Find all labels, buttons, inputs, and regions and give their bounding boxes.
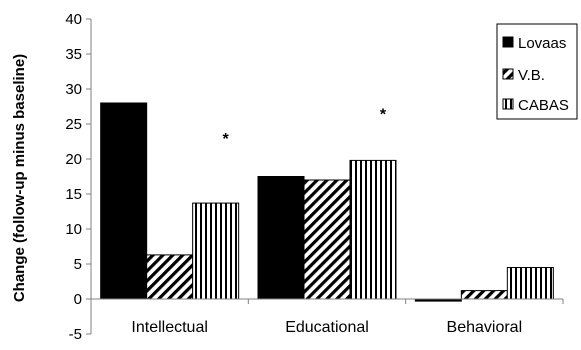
- y-tick-label: 5: [74, 256, 82, 273]
- bar-v-b-educational: [303, 179, 351, 300]
- significance-marker: *: [380, 107, 387, 124]
- legend-label-lovaas: Lovaas: [518, 35, 566, 52]
- y-tick-label: 30: [65, 81, 82, 98]
- x-axis: Intellectual Educational Behavioral: [90, 298, 564, 336]
- x-category-label: Educational: [285, 319, 369, 336]
- x-category-label: Intellectual: [131, 319, 208, 336]
- y-axis-label: Change (follow-up minus baseline): [11, 54, 28, 302]
- y-tick-label: 0: [74, 291, 82, 308]
- bars: [100, 102, 554, 302]
- bar-lovaas-educational: [257, 176, 305, 300]
- bar-v-b-behavioral: [460, 290, 508, 300]
- bar-v-b-intellectual: [146, 254, 194, 300]
- bar-cabas-intellectual: [192, 202, 240, 300]
- y-axis: -5 0 5 10 15 20 25 30 35 40: [65, 11, 92, 343]
- legend-swatch-lovaas: [502, 36, 514, 48]
- y-tick-label: 10: [65, 221, 82, 238]
- legend-label-cabas: CABAS: [518, 97, 569, 114]
- y-tick-label: 40: [65, 11, 82, 28]
- y-tick-label: 35: [65, 46, 82, 63]
- bar-cabas-behavioral: [506, 267, 554, 300]
- legend-label-vb: V.B.: [518, 67, 545, 84]
- significance-marker: *: [223, 131, 230, 148]
- y-tick-label: 20: [65, 151, 82, 168]
- legend: Lovaas V.B. CABAS: [496, 23, 578, 120]
- legend-swatch-vb: [502, 68, 514, 80]
- y-tick-label: 15: [65, 186, 82, 203]
- legend-swatch-cabas: [502, 98, 514, 110]
- annotations: **: [223, 107, 387, 149]
- x-category-label: Behavioral: [447, 319, 523, 336]
- y-tick-label: 25: [65, 116, 82, 133]
- y-tick-label: -5: [69, 326, 82, 343]
- bar-lovaas-intellectual: [100, 102, 148, 300]
- bar-cabas-educational: [349, 159, 397, 300]
